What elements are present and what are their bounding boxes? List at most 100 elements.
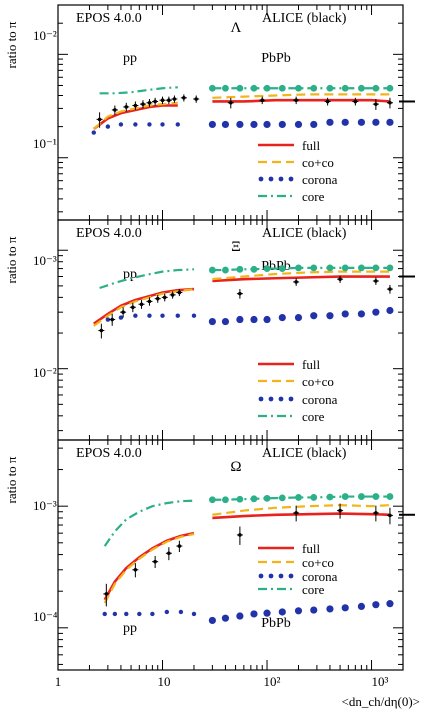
data-point [175,313,180,318]
data-point [97,117,102,122]
data-point [208,120,216,129]
panel-xi: 10⁻³ 10⁻² ratio to π EPOS 4.0.0 ALICE (black… [4,219,415,441]
data-point [250,315,258,324]
data-point [250,610,258,618]
legend-label: full [302,357,320,372]
data-point [358,84,365,92]
data-point [113,108,117,112]
data-point [191,611,197,617]
legend-swatch [258,176,264,182]
data-point [208,616,216,625]
series-corona [105,306,394,326]
x-ticks [57,440,404,670]
data-point [162,295,167,300]
data-point [172,97,177,101]
series-full [103,512,390,601]
data-point [118,122,124,127]
data-point [278,608,286,616]
model-label: EPOS 4.0.0 [76,226,142,241]
data-point [147,100,152,105]
data-point [160,122,165,127]
model-label: EPOS 4.0.0 [76,446,142,461]
data-point [91,130,96,135]
data-point [326,605,334,613]
data-point [388,100,392,105]
data-point [133,567,138,572]
data-point [353,99,358,104]
data-point [102,611,107,617]
data-point [386,84,394,92]
data-point [372,118,380,126]
x-tick-label: 10 [158,674,171,689]
y-ticks [58,249,403,432]
data-point [295,264,302,272]
x-ticks [57,5,404,220]
particle-label: Λ [231,20,242,36]
legend-label: corona [302,172,338,187]
data-point [263,315,271,324]
legend-swatch [258,573,264,579]
series-core [99,84,394,95]
data-point [341,310,349,318]
data-point [170,293,175,297]
data-point [278,120,286,129]
data-point [124,105,129,109]
data-point [386,264,394,272]
series-line [212,512,390,520]
system-label-pp: pp [123,267,137,282]
data-point [160,98,165,103]
data-point [131,305,135,310]
data-point [326,312,334,320]
data-point [372,493,380,500]
data-point [326,84,334,92]
data-point [295,494,302,501]
data-point [372,264,380,272]
data-point [294,511,298,515]
series-line [99,268,195,290]
data-point [167,551,171,556]
data-point [124,611,129,617]
data-point [386,600,394,608]
legend-label: full [302,541,320,556]
data-point [386,493,394,500]
x-tick-label: 1 [55,674,62,689]
data-point [236,495,244,503]
data-point [278,84,286,92]
series-line [212,98,391,103]
data-point [238,291,242,296]
y-axis-title: ratio to π [4,236,19,283]
data-point [250,495,258,503]
data-point [374,279,378,283]
series-line [212,275,390,283]
data-point [118,315,124,320]
data-point [310,84,318,92]
data-point [167,98,171,103]
series-alice [103,503,393,607]
data-point [250,120,258,129]
x-axis-title: <dn_ch/dη(0)> [341,694,420,709]
axis-frame [57,4,404,221]
series-line [212,270,390,281]
legend-label: core [302,189,325,204]
data-point [236,265,244,273]
system-label-pp: pp [123,51,137,66]
data-point [153,559,157,564]
legend-swatch [288,176,294,182]
particle-label: Ω [230,459,241,475]
data-point [133,122,138,127]
legend-swatch [278,176,284,182]
data-point [104,592,109,596]
data-point [388,287,392,291]
data-point [141,102,145,106]
data-point [153,99,157,104]
data-point [338,508,342,513]
data-point [150,611,155,617]
legend-label: core [302,409,325,424]
data-point [310,312,318,320]
particle-label: Ξ [231,239,241,255]
data-point [177,290,182,295]
